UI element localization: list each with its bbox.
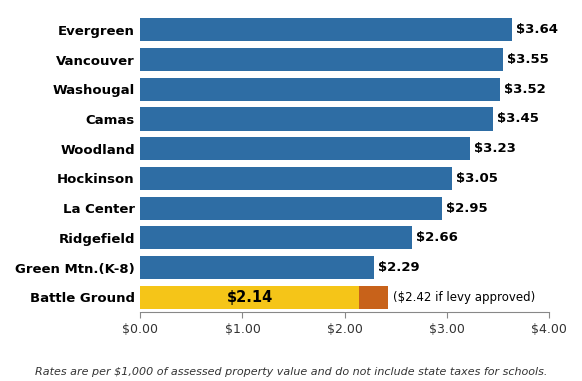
Bar [140, 167, 452, 190]
Bar [140, 18, 512, 42]
Text: $3.05: $3.05 [456, 172, 498, 185]
Bar [140, 286, 359, 309]
Bar [140, 48, 503, 71]
Text: $2.14: $2.14 [226, 290, 273, 305]
Text: $3.55: $3.55 [507, 53, 549, 66]
Bar [359, 286, 388, 309]
Text: $2.95: $2.95 [446, 202, 488, 215]
Text: Rates are per $1,000 of assessed property value and do not include state taxes f: Rates are per $1,000 of assessed propert… [35, 367, 547, 377]
Bar [140, 137, 470, 160]
Text: $2.66: $2.66 [416, 231, 458, 244]
Text: $2.29: $2.29 [378, 261, 420, 274]
Bar [140, 78, 500, 101]
Bar [140, 107, 493, 131]
Text: $3.64: $3.64 [516, 23, 558, 36]
Bar [140, 256, 374, 279]
Text: ($2.42 if levy approved): ($2.42 if levy approved) [393, 291, 535, 304]
Text: $3.23: $3.23 [474, 142, 516, 155]
Text: $3.45: $3.45 [497, 112, 539, 125]
Bar [140, 197, 442, 220]
Text: $3.52: $3.52 [504, 83, 546, 96]
Bar [140, 226, 412, 250]
